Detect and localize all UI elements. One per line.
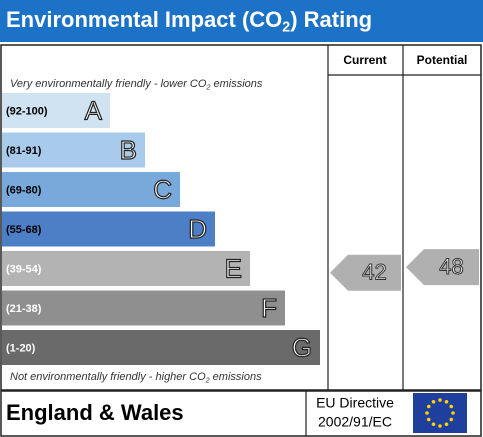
flag-star xyxy=(438,424,442,428)
chart-title-part: ) Rating xyxy=(290,7,372,32)
chart-title-part: 2 xyxy=(282,19,290,35)
band xyxy=(2,93,110,128)
directive: EU Directive xyxy=(316,395,394,411)
band xyxy=(2,330,320,365)
top-note-part: Very environmentally friendly - lower CO xyxy=(10,78,207,90)
chart-title: Environmental Impact (CO2) Rating xyxy=(6,7,372,36)
column-header: Potential xyxy=(417,53,468,67)
flag-star xyxy=(426,417,431,422)
flag-star xyxy=(431,399,436,404)
flag-star xyxy=(426,404,431,409)
band-range: (81-91) xyxy=(6,145,42,157)
flag-star xyxy=(451,411,455,415)
region: England & Wales xyxy=(6,400,184,425)
band xyxy=(2,211,215,247)
flag-star xyxy=(425,411,429,415)
bottom-note-part: Not environmentally friendly - higher CO xyxy=(10,371,206,383)
band xyxy=(2,251,250,286)
band xyxy=(2,172,180,207)
chart-title-part: Environmental Impact (CO xyxy=(6,7,282,32)
band-range: (92-100) xyxy=(6,105,48,117)
band-range: (55-68) xyxy=(6,224,42,236)
band-range: (39-54) xyxy=(6,263,42,275)
rating-arrow xyxy=(406,249,479,286)
flag-star xyxy=(431,422,436,427)
band xyxy=(2,132,145,168)
column-header: Current xyxy=(343,53,386,67)
bottom-note: Not environmentally friendly - higher CO… xyxy=(10,371,262,384)
rating-arrow xyxy=(330,254,401,291)
band-range: (21-38) xyxy=(6,303,42,315)
band-letter: C xyxy=(153,174,172,204)
band-range: (69-80) xyxy=(6,184,42,196)
footer-frame xyxy=(0,390,482,437)
flag-star xyxy=(449,417,454,422)
frame xyxy=(0,44,482,391)
bottom-note-part: 2 xyxy=(205,376,210,384)
band-range: (1-20) xyxy=(6,342,36,354)
flag-star xyxy=(444,422,449,427)
band-letter: D xyxy=(188,214,207,244)
top-note-part: 2 xyxy=(205,83,210,91)
flag-star xyxy=(444,399,449,404)
rating-value: 42 xyxy=(362,260,386,285)
title-bar xyxy=(0,0,483,42)
flag-star xyxy=(449,404,454,409)
bottom-note-part: emissions xyxy=(210,371,262,383)
band-letter: G xyxy=(292,332,312,362)
band-letter: F xyxy=(261,293,277,323)
flag-star xyxy=(438,398,442,402)
band-letter: A xyxy=(85,95,103,125)
directive: 2002/91/EC xyxy=(318,414,392,430)
band-letter: E xyxy=(225,253,242,283)
band xyxy=(2,290,285,326)
band-letter: B xyxy=(120,135,137,165)
rating-value: 48 xyxy=(439,254,463,279)
top-note-part: emissions xyxy=(210,78,262,90)
top-note: Very environmentally friendly - lower CO… xyxy=(10,78,263,91)
